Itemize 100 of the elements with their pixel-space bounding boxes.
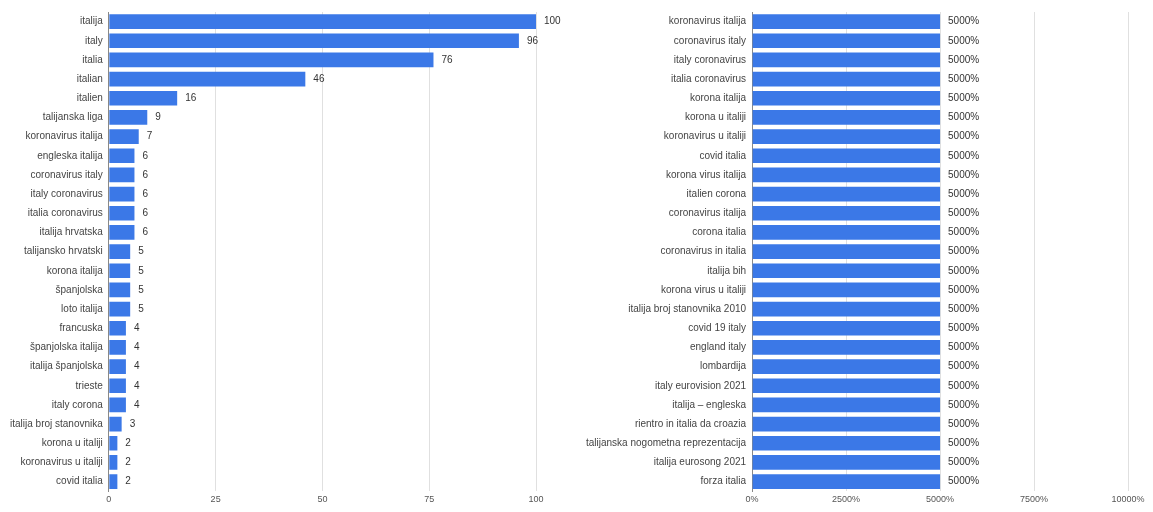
bar bbox=[109, 416, 122, 432]
x-tick-label: 0% bbox=[745, 494, 759, 505]
y-tick-label: loto italija bbox=[61, 302, 104, 314]
x-tick-label: 0 bbox=[106, 494, 112, 505]
y-tick-label: španjolska bbox=[55, 283, 104, 295]
data-label: 5000% bbox=[948, 72, 980, 84]
y-tick-label: italy eurovision 2021 bbox=[654, 379, 747, 391]
data-label: 5000% bbox=[948, 475, 980, 487]
bar bbox=[109, 282, 131, 298]
data-label: 5000% bbox=[948, 226, 980, 238]
x-tick-label: 7500% bbox=[1020, 494, 1049, 505]
bar bbox=[109, 14, 536, 29]
data-label: 5000% bbox=[948, 264, 980, 276]
y-tick-label: talijanska liga bbox=[42, 111, 104, 123]
bar bbox=[109, 244, 131, 259]
bar bbox=[109, 205, 135, 221]
y-tick-label: italija španjolska bbox=[30, 360, 104, 372]
y-tick-label: italy coronavirus bbox=[673, 53, 747, 65]
data-label: 2 bbox=[125, 456, 132, 468]
y-tick-label: španjolska italija bbox=[30, 341, 104, 353]
data-label: 4 bbox=[133, 322, 140, 334]
data-label: 5000% bbox=[948, 149, 980, 161]
x-tick-label: 2500% bbox=[832, 494, 861, 505]
data-label: 5000% bbox=[948, 92, 980, 104]
data-label: 5000% bbox=[948, 207, 980, 219]
data-label: 5 bbox=[138, 283, 145, 295]
data-label: 3 bbox=[129, 417, 136, 429]
x-tick-label: 50 bbox=[317, 494, 328, 505]
bar bbox=[109, 167, 135, 183]
y-tick-label: korona u italiji bbox=[684, 111, 747, 123]
y-tick-label: italija bbox=[80, 15, 104, 27]
bar bbox=[109, 71, 306, 87]
data-label: 5000% bbox=[948, 111, 980, 123]
bar bbox=[109, 340, 126, 355]
y-tick-label: italy corona bbox=[51, 398, 104, 410]
y-tick-label: engleska italija bbox=[37, 149, 104, 161]
bar bbox=[109, 301, 131, 317]
data-label: 5000% bbox=[948, 456, 980, 468]
y-tick-label: korona italija bbox=[46, 264, 104, 276]
bar bbox=[109, 129, 139, 144]
y-tick-label: forza italia bbox=[700, 475, 747, 487]
y-tick-label: talijansko hrvatski bbox=[23, 245, 103, 257]
bar bbox=[109, 52, 434, 68]
y-tick-label: lombardija bbox=[699, 360, 747, 372]
y-tick-label: korona virus italija bbox=[666, 168, 747, 180]
data-label: 6 bbox=[142, 149, 149, 161]
y-tick-label: talijanska nogometna reprezentacija bbox=[585, 437, 747, 449]
data-label: 5000% bbox=[948, 130, 980, 142]
y-tick-label: italija – engleska bbox=[672, 398, 747, 410]
x-tick-label: 5000% bbox=[926, 494, 955, 505]
bar bbox=[109, 397, 126, 413]
y-tick-label: italija broj stanovnika 2010 bbox=[628, 302, 747, 314]
y-tick-label: italy bbox=[85, 34, 103, 46]
y-tick-label: italien corona bbox=[686, 187, 747, 199]
y-tick-label: korona italija bbox=[689, 92, 747, 104]
bar bbox=[109, 435, 118, 451]
bar bbox=[109, 33, 519, 49]
y-tick-label: covid 19 italy bbox=[688, 322, 747, 334]
data-label: 2 bbox=[125, 437, 132, 449]
data-label: 4 bbox=[133, 360, 140, 372]
y-tick-label: italija eurosong 2021 bbox=[653, 456, 747, 468]
data-label: 6 bbox=[142, 187, 149, 199]
x-tick-label: 25 bbox=[210, 494, 221, 505]
data-label: 2 bbox=[125, 475, 132, 487]
data-label: 5000% bbox=[948, 187, 980, 199]
data-label: 5000% bbox=[948, 53, 980, 65]
y-tick-label: coronavirus italy bbox=[673, 34, 747, 46]
y-tick-label: italia coronavirus bbox=[27, 207, 103, 219]
data-label: 5000% bbox=[948, 245, 980, 257]
bar bbox=[109, 378, 126, 394]
data-label: 4 bbox=[133, 398, 140, 410]
data-label: 4 bbox=[133, 341, 140, 353]
y-tick-label: coronavirus italija bbox=[668, 207, 747, 219]
data-label: 4 bbox=[133, 379, 140, 391]
data-label: 5000% bbox=[948, 398, 980, 410]
data-label: 6 bbox=[142, 226, 149, 238]
y-tick-label: italija broj stanovnika bbox=[10, 417, 104, 429]
y-tick-label: trieste bbox=[75, 379, 104, 391]
bar bbox=[109, 474, 118, 489]
y-tick-label: italia bbox=[82, 53, 104, 65]
bar bbox=[109, 225, 135, 240]
bar bbox=[109, 320, 126, 336]
data-label: 5000% bbox=[948, 168, 980, 180]
data-label: 9 bbox=[155, 111, 162, 123]
bar bbox=[109, 148, 135, 164]
data-label: 16 bbox=[185, 92, 197, 104]
bar bbox=[109, 186, 135, 202]
data-label: 6 bbox=[142, 168, 149, 180]
data-label: 5 bbox=[138, 302, 145, 314]
y-tick-label: francuska bbox=[59, 322, 104, 334]
x-tick-label: 75 bbox=[424, 494, 435, 505]
data-label: 46 bbox=[313, 72, 325, 84]
y-tick-label: italy coronavirus bbox=[30, 187, 103, 199]
x-tick-label: 10000% bbox=[1111, 494, 1145, 505]
data-label: 5 bbox=[138, 245, 145, 257]
data-label: 5000% bbox=[948, 379, 980, 391]
y-tick-label: korona u italiji bbox=[41, 437, 103, 449]
bar bbox=[109, 110, 148, 125]
y-tick-label: korona virus u italiji bbox=[661, 283, 747, 295]
data-label: 5 bbox=[138, 264, 145, 276]
